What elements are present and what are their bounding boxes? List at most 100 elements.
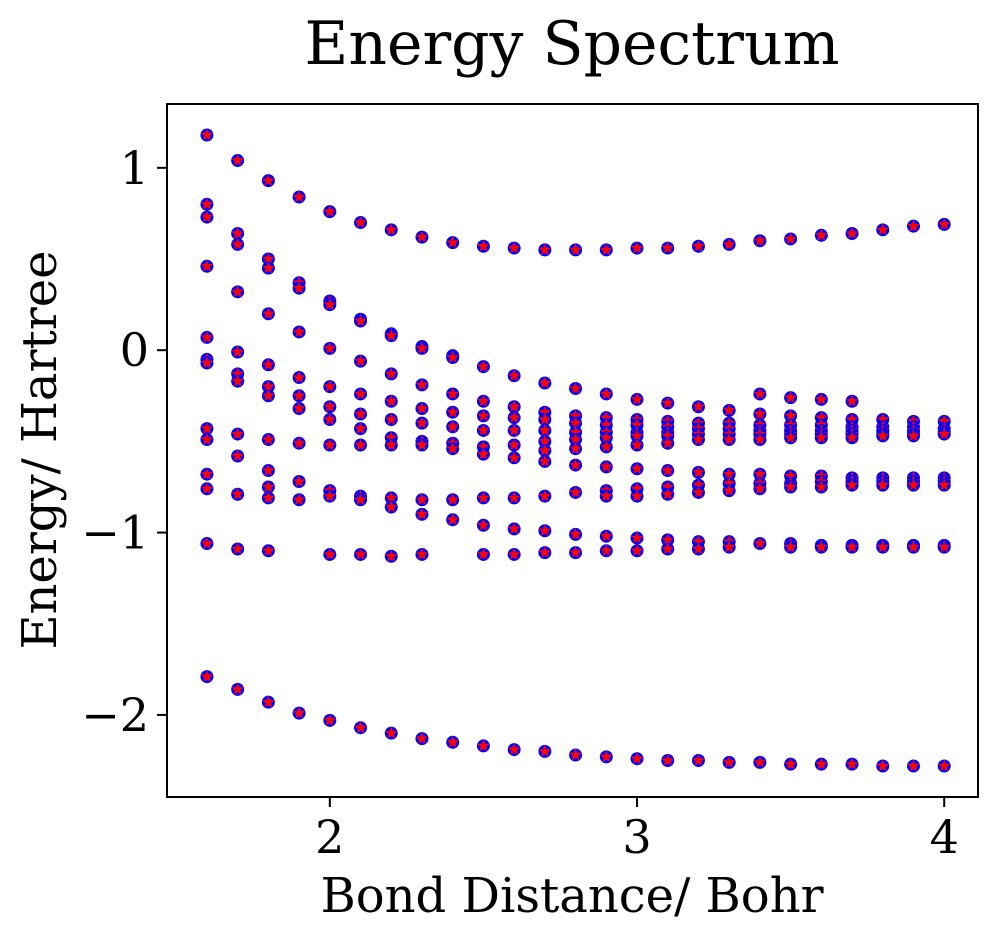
computed-energy-point bbox=[784, 431, 797, 443]
y-tick-label: −2 bbox=[81, 688, 149, 742]
computed-energy-point bbox=[507, 491, 521, 504]
computed-energy-point bbox=[262, 464, 275, 476]
computed-energy-point bbox=[815, 411, 828, 423]
computed-energy-point bbox=[692, 754, 705, 766]
x-axis-ticks: 2 3 4 bbox=[315, 797, 959, 864]
computed-energy-point bbox=[323, 205, 336, 217]
computed-energy-point bbox=[415, 732, 429, 744]
computed-energy-point bbox=[262, 695, 275, 708]
computed-energy-point bbox=[323, 341, 336, 354]
computed-energy-point bbox=[938, 217, 951, 230]
computed-energy-point bbox=[354, 216, 367, 228]
computed-energy-point bbox=[630, 462, 644, 474]
computed-energy-point bbox=[600, 243, 613, 256]
computed-energy-point bbox=[200, 210, 214, 223]
computed-energy-point bbox=[231, 285, 244, 298]
computed-energy-point bbox=[692, 478, 705, 491]
computed-energy-point bbox=[538, 376, 552, 389]
computed-energy-point bbox=[876, 413, 889, 425]
computed-energy-point bbox=[630, 429, 644, 442]
computed-energy-point bbox=[815, 540, 828, 553]
computed-energy-point bbox=[385, 491, 398, 504]
computed-energy-point bbox=[292, 402, 306, 414]
computed-energy-point bbox=[507, 369, 521, 381]
computed-energy-point bbox=[354, 422, 367, 434]
computed-energy-point bbox=[692, 433, 705, 445]
computed-energy-point bbox=[507, 547, 521, 560]
computed-energy-point bbox=[415, 438, 429, 451]
computed-energy-point bbox=[323, 400, 336, 412]
computed-energy-point bbox=[538, 524, 552, 536]
computed-energy-point bbox=[477, 239, 490, 252]
computed-energy-point bbox=[415, 547, 429, 560]
computed-energy-point bbox=[538, 434, 552, 447]
computed-energy-point bbox=[323, 380, 336, 392]
computed-energy-point bbox=[507, 241, 521, 254]
computed-energy-point bbox=[385, 431, 398, 443]
computed-energy-point bbox=[262, 174, 275, 186]
computed-energy-point bbox=[385, 549, 398, 562]
computed-energy-point bbox=[292, 493, 306, 505]
computed-energy-point bbox=[907, 759, 920, 772]
computed-energy-point bbox=[292, 190, 306, 203]
computed-energy-point bbox=[569, 485, 582, 498]
computed-energy-point bbox=[845, 540, 859, 553]
computed-energy-point bbox=[938, 427, 951, 440]
computed-energy-point bbox=[477, 394, 490, 407]
computed-energy-point bbox=[815, 757, 828, 770]
computed-energy-point bbox=[385, 726, 398, 739]
computed-energy-point bbox=[385, 500, 398, 513]
computed-energy-point bbox=[630, 482, 644, 495]
computed-energy-point bbox=[200, 197, 214, 210]
computed-energy-point bbox=[876, 429, 889, 442]
computed-energy-point bbox=[415, 416, 429, 429]
computed-energy-point bbox=[600, 418, 613, 431]
computed-energy-point bbox=[200, 670, 214, 682]
computed-energy-point bbox=[784, 391, 797, 403]
computed-energy-point bbox=[630, 241, 644, 254]
computed-energy-point bbox=[600, 411, 613, 423]
computed-energy-point bbox=[692, 400, 705, 412]
computed-energy-point bbox=[907, 478, 920, 491]
computed-energy-point bbox=[845, 226, 859, 239]
computed-energy-point bbox=[569, 243, 582, 256]
plot-area-frame bbox=[166, 103, 979, 798]
computed-energy-point bbox=[538, 489, 552, 502]
computed-energy-point bbox=[354, 721, 367, 733]
computed-energy-point bbox=[661, 542, 674, 555]
computed-energy-point bbox=[446, 493, 459, 505]
computed-energy-point bbox=[231, 367, 244, 380]
computed-energy-point bbox=[630, 544, 644, 557]
computed-energy-point bbox=[661, 487, 674, 500]
computed-energy-point bbox=[753, 234, 767, 247]
computed-energy-point bbox=[415, 493, 429, 505]
computed-energy-point bbox=[538, 454, 552, 467]
computed-energy-point bbox=[630, 489, 644, 502]
computed-energy-point bbox=[753, 537, 767, 549]
computed-energy-point bbox=[692, 485, 705, 498]
computed-energy-point bbox=[354, 354, 367, 367]
computed-energy-point bbox=[845, 478, 859, 491]
computed-energy-point bbox=[415, 230, 429, 243]
computed-energy-point bbox=[630, 438, 644, 451]
computed-energy-point bbox=[200, 259, 214, 272]
computed-energy-point bbox=[907, 429, 920, 442]
computed-energy-point bbox=[538, 423, 552, 436]
computed-energy-point bbox=[262, 389, 275, 402]
computed-energy-point bbox=[845, 431, 859, 443]
computed-energy-point bbox=[231, 449, 244, 462]
computed-energy-point bbox=[538, 413, 552, 425]
computed-energy-point bbox=[722, 403, 736, 416]
computed-energy-point bbox=[354, 438, 367, 451]
computed-energy-point bbox=[446, 350, 459, 363]
computed-energy-point bbox=[477, 739, 490, 752]
computed-energy-point bbox=[538, 546, 552, 558]
computed-energy-point bbox=[600, 750, 613, 763]
computed-energy-point bbox=[415, 341, 429, 354]
computed-energy-point bbox=[538, 744, 552, 757]
computed-energy-point bbox=[231, 345, 244, 358]
computed-energy-point bbox=[600, 460, 613, 473]
computed-energy-point bbox=[600, 431, 613, 443]
computed-energy-point bbox=[569, 546, 582, 558]
computed-energy-point bbox=[446, 387, 459, 400]
